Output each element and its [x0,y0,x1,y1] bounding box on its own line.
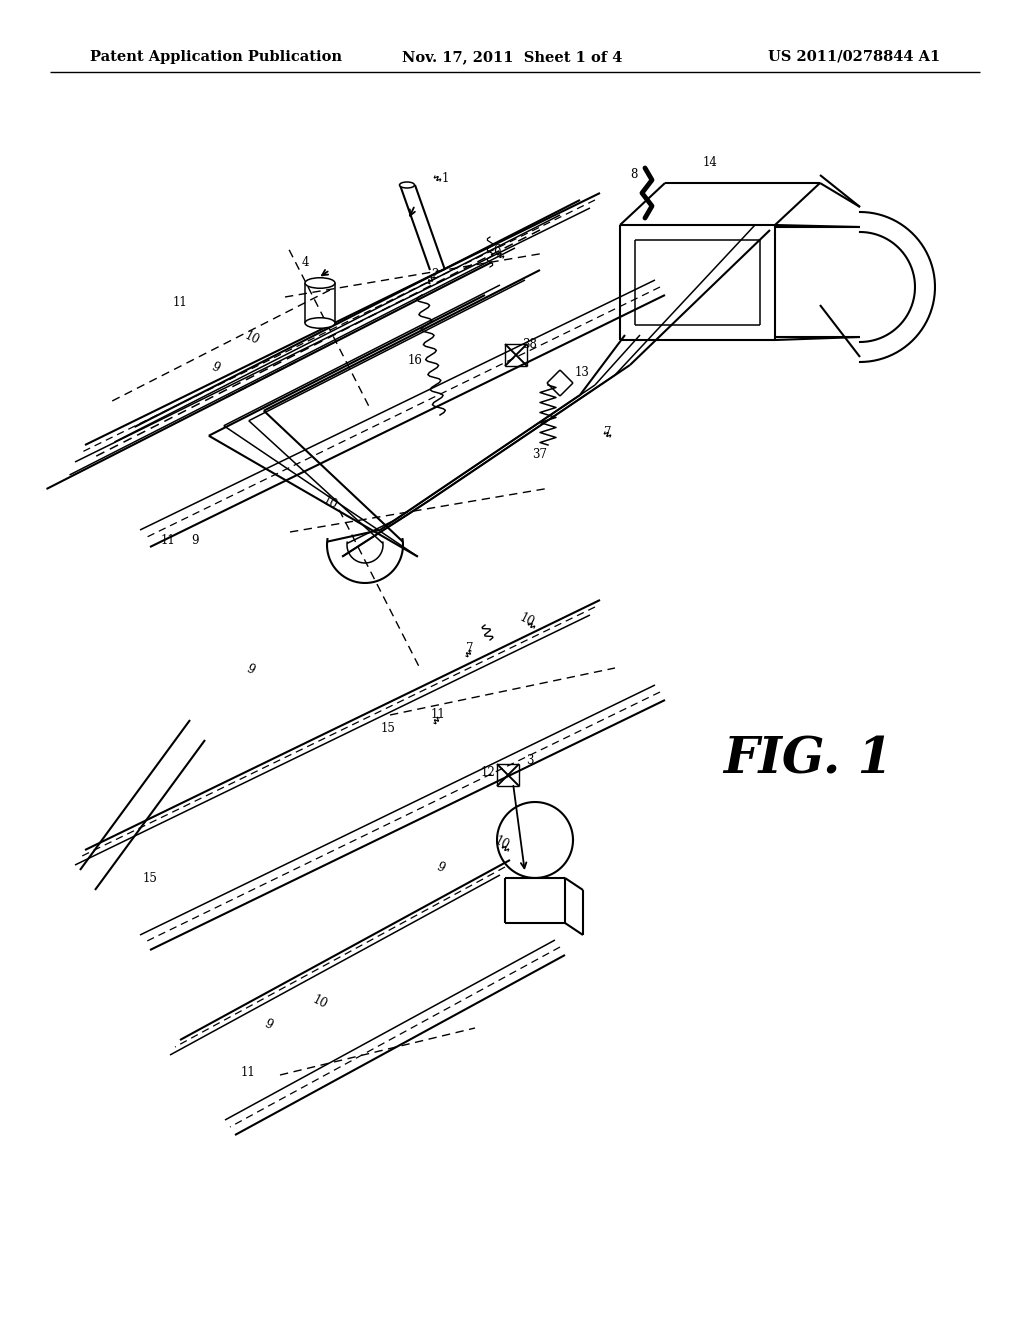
Text: 10: 10 [493,834,512,853]
Text: 37: 37 [532,449,548,462]
Text: 10: 10 [310,993,330,1011]
Text: 11: 11 [241,1065,255,1078]
Text: 15: 15 [381,722,395,734]
Text: 9: 9 [209,360,221,375]
Text: 13: 13 [574,367,590,380]
Text: 11: 11 [431,709,445,722]
Text: 6: 6 [494,243,501,256]
Text: 10: 10 [517,611,537,630]
Text: 7: 7 [604,425,611,438]
Text: 9: 9 [191,533,199,546]
Text: Nov. 17, 2011  Sheet 1 of 4: Nov. 17, 2011 Sheet 1 of 4 [401,50,623,63]
Text: US 2011/0278844 A1: US 2011/0278844 A1 [768,50,940,63]
Text: Patent Application Publication: Patent Application Publication [90,50,342,63]
Text: 10: 10 [321,494,340,512]
Text: 9: 9 [434,861,446,875]
Text: 8: 8 [631,168,638,181]
Text: 9: 9 [244,663,256,677]
Text: 10: 10 [243,329,261,347]
Text: 15: 15 [142,871,158,884]
Text: FIG. 1: FIG. 1 [723,735,893,784]
Text: 7: 7 [466,642,474,655]
Text: 11: 11 [173,297,187,309]
Text: 3: 3 [526,754,534,767]
Text: 4: 4 [301,256,309,268]
Ellipse shape [399,182,415,187]
Ellipse shape [305,318,335,329]
Ellipse shape [305,277,335,288]
Text: 16: 16 [408,354,423,367]
Text: 2: 2 [431,268,438,281]
Text: 11: 11 [161,533,175,546]
Text: 12: 12 [480,767,496,780]
Text: 38: 38 [522,338,538,351]
Text: 9: 9 [262,1018,274,1032]
Text: 1: 1 [441,172,449,185]
Text: 14: 14 [702,156,718,169]
